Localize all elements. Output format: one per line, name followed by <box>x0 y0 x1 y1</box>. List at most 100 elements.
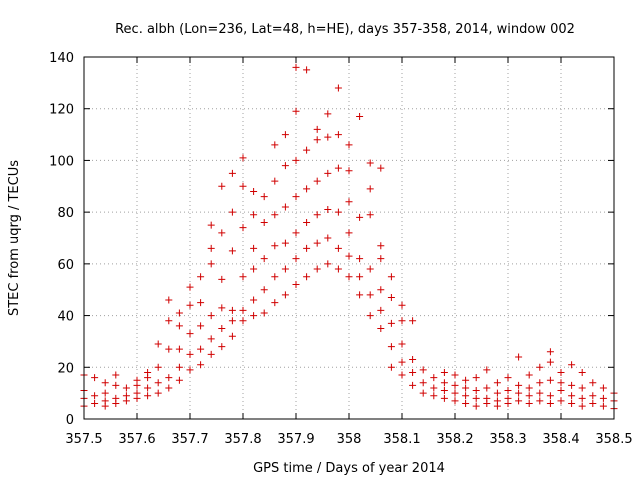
data-point <box>175 363 183 371</box>
data-point <box>218 325 226 332</box>
data-point <box>144 392 152 400</box>
data-point <box>525 371 533 379</box>
data-point <box>377 306 385 314</box>
data-point <box>165 317 173 325</box>
data-point <box>239 306 247 314</box>
data-point <box>303 66 311 74</box>
data-point <box>260 309 268 317</box>
data-point <box>101 397 109 405</box>
data-point <box>589 399 597 407</box>
data-point <box>112 381 120 389</box>
y-axis-label: STEC from uqrg / TECUs <box>7 160 22 316</box>
data-point <box>472 374 480 382</box>
data-point <box>493 379 501 387</box>
data-point <box>197 322 205 330</box>
data-point <box>250 296 258 304</box>
data-point <box>239 273 247 281</box>
data-point <box>324 133 332 141</box>
data-point <box>303 218 311 226</box>
data-point <box>504 387 512 395</box>
data-point <box>578 368 586 376</box>
data-point <box>546 376 554 384</box>
y-tick-label: 140 <box>49 51 74 66</box>
data-point <box>557 397 565 405</box>
data-point <box>228 169 236 177</box>
data-point <box>313 136 321 144</box>
data-point <box>515 389 523 397</box>
data-point <box>589 379 597 387</box>
data-point <box>239 154 247 162</box>
data-point <box>175 345 183 353</box>
data-point <box>472 387 480 395</box>
data-point <box>387 363 395 371</box>
data-point <box>218 182 226 190</box>
data-point <box>472 394 480 402</box>
data-point <box>271 177 279 185</box>
data-point <box>228 332 236 340</box>
data-point <box>387 293 395 301</box>
data-point <box>144 384 152 392</box>
data-point <box>599 384 607 392</box>
data-point <box>324 110 332 118</box>
data-point <box>419 389 427 397</box>
data-point <box>525 392 533 400</box>
data-point <box>154 363 162 371</box>
data-point <box>409 317 417 325</box>
data-point <box>292 281 300 289</box>
data-point <box>430 392 438 400</box>
plot-frame <box>83 56 615 420</box>
data-point <box>250 312 258 320</box>
data-point <box>440 394 448 402</box>
data-point <box>207 335 215 343</box>
data-point <box>546 399 554 407</box>
data-point <box>91 374 99 382</box>
data-point <box>451 397 459 405</box>
data-point <box>568 399 576 407</box>
data-point <box>112 394 120 402</box>
data-point <box>366 211 374 219</box>
data-point <box>493 389 501 397</box>
data-point <box>451 389 459 397</box>
data-point <box>313 239 321 247</box>
data-point <box>175 309 183 317</box>
x-tick-label: 357.6 <box>118 432 155 447</box>
y-tick-label: 60 <box>57 258 74 273</box>
data-point <box>292 255 300 263</box>
data-point <box>483 366 491 374</box>
data-point <box>366 265 374 273</box>
data-point <box>154 340 162 348</box>
data-point <box>462 376 470 384</box>
x-tick-label: 357.8 <box>224 432 261 447</box>
data-point <box>154 379 162 387</box>
data-point <box>451 371 459 379</box>
data-point <box>303 146 311 154</box>
data-point <box>568 381 576 389</box>
data-point <box>324 169 332 177</box>
data-point <box>271 211 279 219</box>
data-point <box>271 242 279 250</box>
data-point <box>218 275 226 283</box>
data-point <box>345 273 353 281</box>
y-tick-label: 120 <box>49 103 74 118</box>
data-point <box>250 244 258 252</box>
data-point <box>165 345 173 353</box>
data-point <box>440 379 448 387</box>
data-point <box>409 356 417 364</box>
data-point <box>504 374 512 382</box>
data-point <box>207 312 215 320</box>
data-point <box>578 394 586 402</box>
data-point <box>345 198 353 206</box>
data-point <box>313 265 321 273</box>
data-point <box>260 193 268 201</box>
data-point <box>377 325 385 332</box>
x-tick-label: 358.5 <box>595 432 632 447</box>
data-point <box>366 159 374 167</box>
data-point <box>122 384 130 392</box>
data-point <box>207 350 215 358</box>
data-point <box>144 368 152 376</box>
data-point <box>281 239 289 247</box>
data-point <box>197 345 205 353</box>
data-point <box>462 384 470 392</box>
y-tick-label: 40 <box>57 310 74 325</box>
grid <box>84 57 614 419</box>
